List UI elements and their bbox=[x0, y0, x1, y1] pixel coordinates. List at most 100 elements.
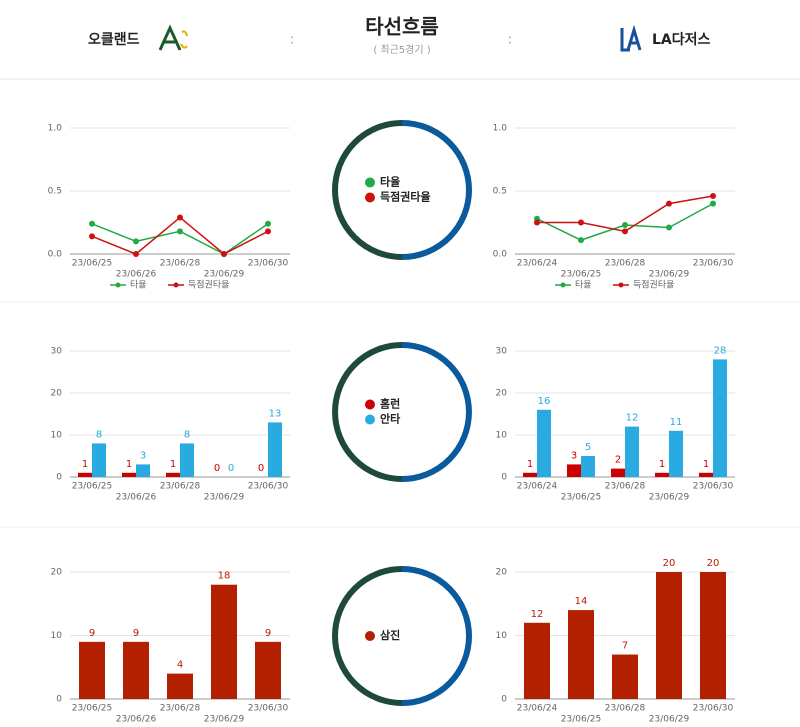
x-tick-label: 23/06/25 bbox=[72, 704, 112, 714]
data-label: 0 bbox=[258, 463, 264, 474]
x-tick-label: 23/06/25 bbox=[72, 259, 112, 269]
y-tick-label: 0 bbox=[501, 473, 507, 483]
data-label: 8 bbox=[184, 429, 190, 440]
x-tick-label: 23/06/30 bbox=[248, 482, 289, 492]
x-tick-label: 23/06/28 bbox=[160, 704, 201, 714]
point bbox=[578, 219, 584, 226]
team-logo-right bbox=[620, 24, 642, 52]
x-tick-label: 23/06/28 bbox=[605, 704, 646, 714]
point bbox=[265, 220, 271, 227]
legend-label: 타율 bbox=[575, 280, 592, 291]
x-tick-label: 23/06/25 bbox=[561, 715, 601, 725]
bar bbox=[136, 464, 150, 477]
bar bbox=[568, 610, 594, 699]
point bbox=[265, 228, 271, 235]
x-tick-label: 23/06/25 bbox=[72, 482, 112, 492]
team-right: LA다저스 bbox=[652, 32, 711, 48]
bar bbox=[567, 464, 581, 477]
data-label: 7 bbox=[622, 641, 628, 652]
x-tick-label: 23/06/29 bbox=[649, 715, 690, 725]
point bbox=[177, 214, 183, 221]
y-tick-label: 20 bbox=[496, 389, 508, 399]
separator: : bbox=[290, 33, 294, 48]
data-label: 14 bbox=[575, 596, 588, 607]
bar bbox=[78, 472, 92, 477]
bar bbox=[255, 641, 281, 699]
x-tick-label: 23/06/29 bbox=[649, 270, 690, 280]
x-tick-label: 23/06/26 bbox=[116, 715, 157, 725]
line bbox=[91, 216, 269, 255]
data-label: 2 bbox=[615, 455, 621, 466]
team-logo-left bbox=[158, 24, 188, 51]
bar bbox=[656, 572, 682, 699]
bar bbox=[611, 468, 625, 477]
point bbox=[177, 228, 183, 235]
x-tick-label: 23/06/28 bbox=[605, 482, 646, 492]
x-tick-label: 23/06/30 bbox=[693, 704, 734, 714]
y-tick-label: 0.0 bbox=[493, 250, 508, 260]
legend-label: 타율 bbox=[380, 175, 400, 189]
point bbox=[221, 251, 227, 257]
separator: : bbox=[508, 33, 512, 48]
point bbox=[622, 222, 628, 229]
page-title: 타선흐름 bbox=[365, 15, 439, 39]
point bbox=[534, 219, 540, 226]
y-tick-label: 0 bbox=[56, 473, 62, 483]
x-tick-label: 23/06/28 bbox=[605, 259, 646, 269]
ring-left bbox=[332, 120, 403, 260]
bar bbox=[79, 641, 105, 699]
data-label: 20 bbox=[663, 558, 676, 569]
x-tick-label: 23/06/24 bbox=[517, 704, 558, 714]
x-tick-label: 23/06/25 bbox=[561, 270, 601, 280]
data-label: 8 bbox=[96, 429, 102, 440]
y-tick-label: 10 bbox=[51, 631, 63, 641]
bar bbox=[612, 654, 638, 699]
data-label: 4 bbox=[177, 660, 183, 671]
x-tick-label: 23/06/29 bbox=[204, 715, 245, 725]
data-label: 9 bbox=[133, 628, 139, 639]
bar bbox=[123, 641, 149, 699]
legend-dot bbox=[173, 282, 179, 288]
x-tick-label: 23/06/24 bbox=[517, 482, 558, 492]
data-label: 0 bbox=[214, 463, 220, 474]
bar bbox=[211, 584, 237, 699]
x-tick-label: 23/06/29 bbox=[649, 493, 690, 503]
bar bbox=[700, 572, 726, 699]
bar bbox=[655, 472, 669, 477]
y-tick-label: 20 bbox=[496, 568, 508, 578]
legend-dot bbox=[115, 282, 121, 288]
data-label: 1 bbox=[527, 459, 533, 470]
bar bbox=[180, 443, 194, 477]
data-label: 12 bbox=[531, 609, 544, 620]
x-tick-label: 23/06/30 bbox=[693, 259, 734, 269]
legend-label: 득점권타율 bbox=[633, 279, 674, 291]
point bbox=[578, 237, 584, 244]
point bbox=[710, 193, 716, 200]
y-tick-label: 0.5 bbox=[493, 187, 507, 197]
bar bbox=[625, 426, 639, 477]
y-tick-label: 0.5 bbox=[48, 187, 62, 197]
point bbox=[666, 200, 672, 207]
bar bbox=[713, 359, 727, 477]
legend-dot bbox=[365, 192, 375, 203]
data-label: 20 bbox=[707, 558, 720, 569]
point bbox=[622, 228, 628, 235]
bar bbox=[122, 472, 136, 477]
point bbox=[710, 200, 716, 207]
x-tick-label: 23/06/30 bbox=[693, 482, 734, 492]
legend-dot bbox=[365, 177, 375, 188]
x-tick-label: 23/06/28 bbox=[160, 482, 201, 492]
y-tick-label: 30 bbox=[496, 347, 508, 357]
x-tick-label: 23/06/30 bbox=[248, 259, 289, 269]
bar bbox=[166, 472, 180, 477]
data-label: 1 bbox=[170, 459, 176, 470]
y-tick-label: 20 bbox=[51, 568, 63, 578]
data-label: 11 bbox=[670, 417, 683, 428]
data-label: 16 bbox=[538, 396, 551, 407]
line bbox=[91, 223, 269, 255]
data-label: 28 bbox=[714, 345, 727, 356]
data-label: 9 bbox=[265, 628, 271, 639]
bar bbox=[92, 443, 106, 477]
legend-dot bbox=[365, 631, 375, 641]
